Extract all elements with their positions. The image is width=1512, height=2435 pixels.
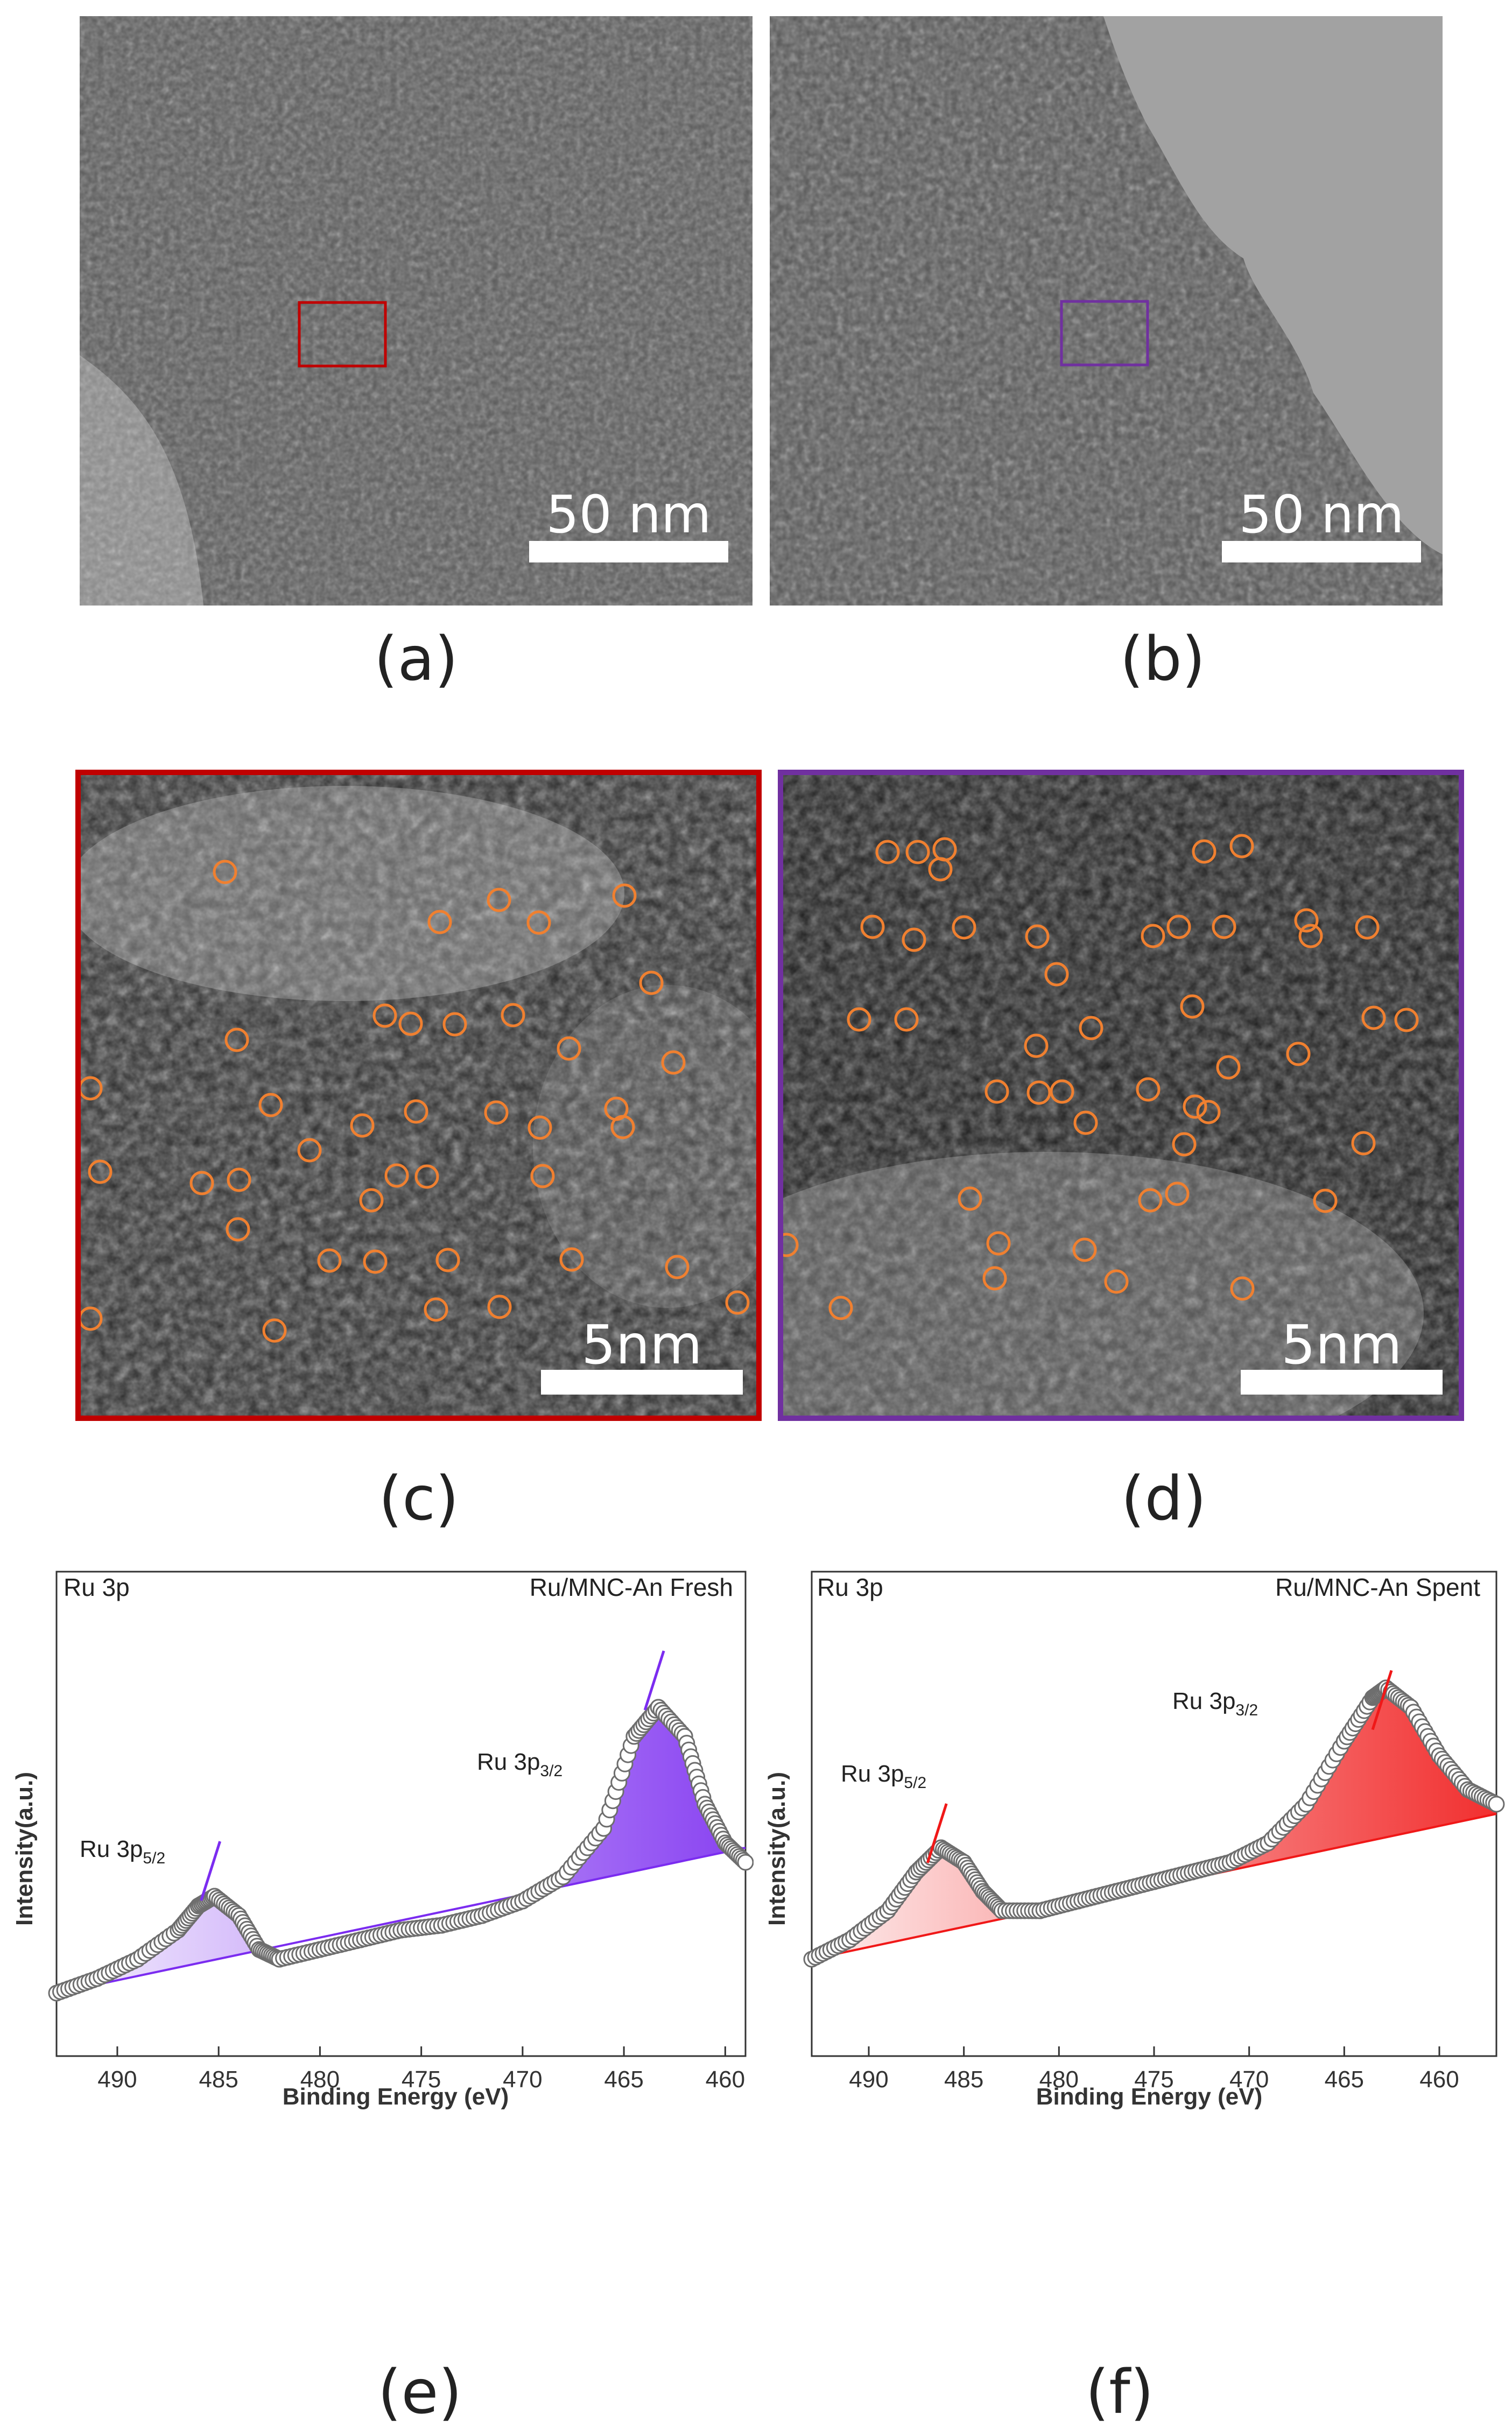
scale-label-c: 5nm <box>581 1313 702 1376</box>
panel-label-c: (c) <box>378 1464 459 1534</box>
chart-f-xtick-label-460: 460 <box>1419 2066 1459 2093</box>
scale-label-d: 5nm <box>1281 1313 1402 1376</box>
xps-chart-e-svg: Intensity(a.u.) Ru 3p Ru/MNC-An Fresh Bi… <box>11 1571 754 2110</box>
xps-chart-f-svg: Intensity(a.u.) Ru 3p Ru/MNC-An Spent Bi… <box>764 1571 1505 2110</box>
haadf-image-c-graphic <box>65 770 802 1421</box>
haadf-image-d-graphic <box>670 770 1464 1475</box>
chart-e-xtick-label-490: 490 <box>97 2066 137 2093</box>
chart-e-data-point <box>737 1854 754 1871</box>
red-inset-box <box>298 301 387 368</box>
panel-label-f: (f) <box>1085 2357 1154 2427</box>
chart-e-peak-marker-1 <box>200 1841 222 1901</box>
chart-f-xtick-label-480: 480 <box>1039 2066 1079 2093</box>
chart-f-peak1-label: Ru 3p5/2 <box>841 1761 926 1792</box>
chart-f-xtick-label-485: 485 <box>944 2066 983 2093</box>
haadf-image-d: 5nm <box>670 770 1464 1475</box>
xps-chart-e: Intensity(a.u.) Ru 3p Ru/MNC-An Fresh Bi… <box>0 1561 754 2288</box>
chart-e-baseline <box>56 1847 746 1994</box>
purple-frame <box>778 770 1464 1421</box>
chart-e-peak-marker-2 <box>643 1650 665 1711</box>
chart-f-title: Ru/MNC-An Spent <box>1275 1573 1480 1601</box>
chart-e-xtick-label-475: 475 <box>402 2066 441 2093</box>
chart-f-peak-marker-2 <box>1371 1670 1393 1730</box>
chart-e-xtick-label-460: 460 <box>706 2066 745 2093</box>
scale-label-a: 50 nm <box>546 484 712 545</box>
chart-f-peak1-main: Ru 3p <box>841 1761 904 1787</box>
chart-e-corner-label: Ru 3p <box>64 1573 130 1601</box>
red-frame <box>75 770 762 1421</box>
chart-f-peak2-label: Ru 3p3/2 <box>1172 1688 1258 1719</box>
scale-bar-d <box>1241 1370 1443 1395</box>
chart-f-xtick-label-475: 475 <box>1134 2066 1173 2093</box>
panel-label-d: (d) <box>1121 1464 1207 1534</box>
panel-label-a: (a) <box>374 624 459 694</box>
tem-image-a-graphic <box>80 16 753 606</box>
chart-e-peak2-main: Ru 3p <box>477 1749 540 1775</box>
chart-e-peak1-label: Ru 3p5/2 <box>80 1836 165 1867</box>
chart-f-xtick-label-490: 490 <box>849 2066 888 2093</box>
scale-bar-c <box>541 1370 743 1395</box>
chart-e-peak1-sub: 5/2 <box>143 1849 165 1867</box>
chart-e-xlabel: Binding Energy (eV) <box>283 2084 509 2110</box>
chart-e-peak2-sub: 3/2 <box>540 1762 562 1780</box>
panel-label-e: (e) <box>377 2357 462 2427</box>
chart-f-peak-fill <box>812 1688 1496 1959</box>
panel-label-b: (b) <box>1120 624 1206 694</box>
chart-f-data-point <box>1488 1796 1505 1813</box>
chart-f-ylabel: Intensity(a.u.) <box>764 1772 790 1926</box>
chart-e-peak-fill <box>57 1707 746 1993</box>
chart-f-xtick-label-470: 470 <box>1229 2066 1269 2093</box>
chart-f-xlabel: Binding Energy (eV) <box>1036 2084 1262 2110</box>
haadf-image-c: 5nm <box>65 770 802 1421</box>
chart-e-xtick-label-465: 465 <box>604 2066 643 2093</box>
chart-e-peak2-label: Ru 3p3/2 <box>477 1749 562 1780</box>
tem-image-b-graphic <box>770 16 1443 606</box>
particle-markers-d <box>774 834 1419 1320</box>
chart-f-xtick-label-465: 465 <box>1325 2066 1364 2093</box>
chart-f-peak-marker-1 <box>926 1803 948 1863</box>
chart-f-peak2-sub: 3/2 <box>1235 1701 1258 1719</box>
chart-e-peak1-main: Ru 3p <box>80 1836 143 1862</box>
scale-bar-a <box>529 541 728 562</box>
tem-image-a: 50 nm <box>80 16 753 606</box>
chart-f-peak2-main: Ru 3p <box>1172 1688 1235 1714</box>
chart-e-xtick-label-480: 480 <box>300 2066 340 2093</box>
chart-e-title: Ru/MNC-An Fresh <box>530 1573 733 1601</box>
chart-e-ylabel: Intensity(a.u.) <box>11 1772 38 1926</box>
scale-label-b: 50 nm <box>1239 484 1404 545</box>
tem-image-b: 50 nm <box>770 16 1443 606</box>
chart-e-xtick-label-485: 485 <box>199 2066 238 2093</box>
chart-e-plot-frame <box>55 1571 747 2057</box>
chart-f-corner-label: Ru 3p <box>817 1573 883 1601</box>
particle-markers-c <box>78 860 750 1343</box>
chart-f-peak1-sub: 5/2 <box>904 1774 926 1792</box>
chart-e-xtick-label-470: 470 <box>503 2066 542 2093</box>
xps-chart-f: Intensity(a.u.) Ru 3p Ru/MNC-An Spent Bi… <box>754 1561 1512 2288</box>
scale-bar-b <box>1222 541 1421 562</box>
purple-inset-box <box>1060 300 1149 367</box>
